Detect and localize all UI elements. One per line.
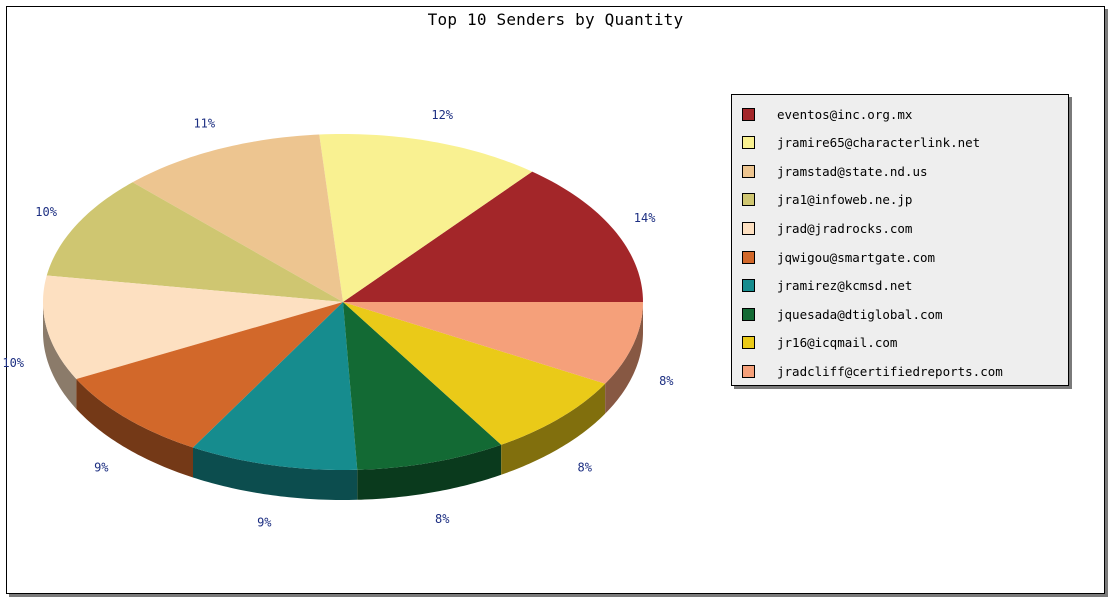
legend-label: eventos@inc.org.mx: [777, 106, 913, 122]
legend-label: jr16@icqmail.com: [777, 335, 898, 351]
pie-slice-3: [46, 182, 344, 302]
legend-item: jquesada@dtiglobal.com: [742, 305, 943, 323]
legend-swatch: [742, 364, 755, 378]
legend-label: jramstad@state.nd.us: [777, 163, 928, 179]
legend-item: eventos@inc.org.mx: [742, 105, 912, 123]
pie-percent-label-4: 10%: [2, 356, 24, 370]
pie-percent-label-6: 9%: [257, 516, 272, 530]
legend-item: jrad@jradrocks.com: [742, 219, 912, 237]
legend-item: jr16@icqmail.com: [742, 334, 897, 352]
legend-item: jqwigou@smartgate.com: [742, 248, 935, 266]
pie-slice-7: [343, 302, 502, 470]
pie-slice-2: [132, 134, 343, 302]
pie-percent-label-0: 14%: [634, 211, 656, 225]
legend-swatch: [742, 221, 755, 235]
legend-label: jquesada@dtiglobal.com: [777, 306, 943, 322]
legend-item: jramstad@state.nd.us: [742, 162, 928, 180]
legend-swatch: [742, 107, 755, 121]
legend-swatch: [742, 193, 755, 207]
legend-swatch: [742, 307, 755, 321]
legend-label: jramire65@characterlink.net: [777, 135, 981, 151]
legend-label: jradcliff@certifiedreports.com: [777, 363, 1003, 379]
legend-item: jramirez@kcmsd.net: [742, 277, 912, 295]
pie-sides: [43, 302, 643, 500]
pie-labels: 14% 12% 11% 10% 10% 9% 9% 8% 8% 8%: [2, 108, 674, 530]
legend-swatch: [742, 250, 755, 264]
legend-label: jqwigou@smartgate.com: [777, 249, 936, 265]
pie-side-9: [605, 302, 643, 414]
legend-label: jramirez@kcmsd.net: [777, 278, 913, 294]
pie-slice-4: [43, 275, 343, 379]
pie-percent-label-3: 10%: [35, 205, 57, 219]
chart-title: Top 10 Senders by Quantity: [427, 10, 684, 29]
legend-item: jradcliff@certifiedreports.com: [742, 362, 1003, 380]
legend-label: jrad@jradrocks.com: [777, 220, 913, 236]
pie-side-4: [43, 302, 77, 409]
pie-percent-label-5: 9%: [94, 460, 109, 474]
pie-slice-0: [343, 171, 643, 302]
pie-slice-1: [319, 134, 533, 302]
pie-tops: [43, 134, 643, 470]
legend-swatch: [742, 279, 755, 293]
legend-swatch: [742, 336, 755, 350]
legend-item: jra1@infoweb.ne.jp: [742, 191, 912, 209]
pie-slice-5: [76, 302, 343, 448]
pie-slice-9: [343, 302, 643, 384]
pie-side-6: [193, 447, 358, 500]
pie-side-8: [501, 383, 606, 475]
pie-slice-6: [193, 302, 358, 470]
pie-percent-label-9: 8%: [659, 374, 674, 388]
legend: eventos@inc.org.mx jramire65@characterlin…: [731, 94, 1069, 386]
legend-swatch: [742, 164, 755, 178]
pie-percent-label-2: 11%: [193, 117, 215, 131]
pie-percent-label-8: 8%: [577, 460, 592, 474]
legend-swatch: [742, 136, 755, 150]
legend-item: jramire65@characterlink.net: [742, 134, 980, 152]
legend-label: jra1@infoweb.ne.jp: [777, 192, 913, 208]
pie-percent-label-1: 12%: [431, 108, 453, 122]
pie-slice-8: [343, 302, 606, 445]
pie-side-5: [76, 378, 193, 478]
pie-side-7: [357, 444, 502, 500]
pie-percent-label-7: 8%: [435, 512, 450, 526]
